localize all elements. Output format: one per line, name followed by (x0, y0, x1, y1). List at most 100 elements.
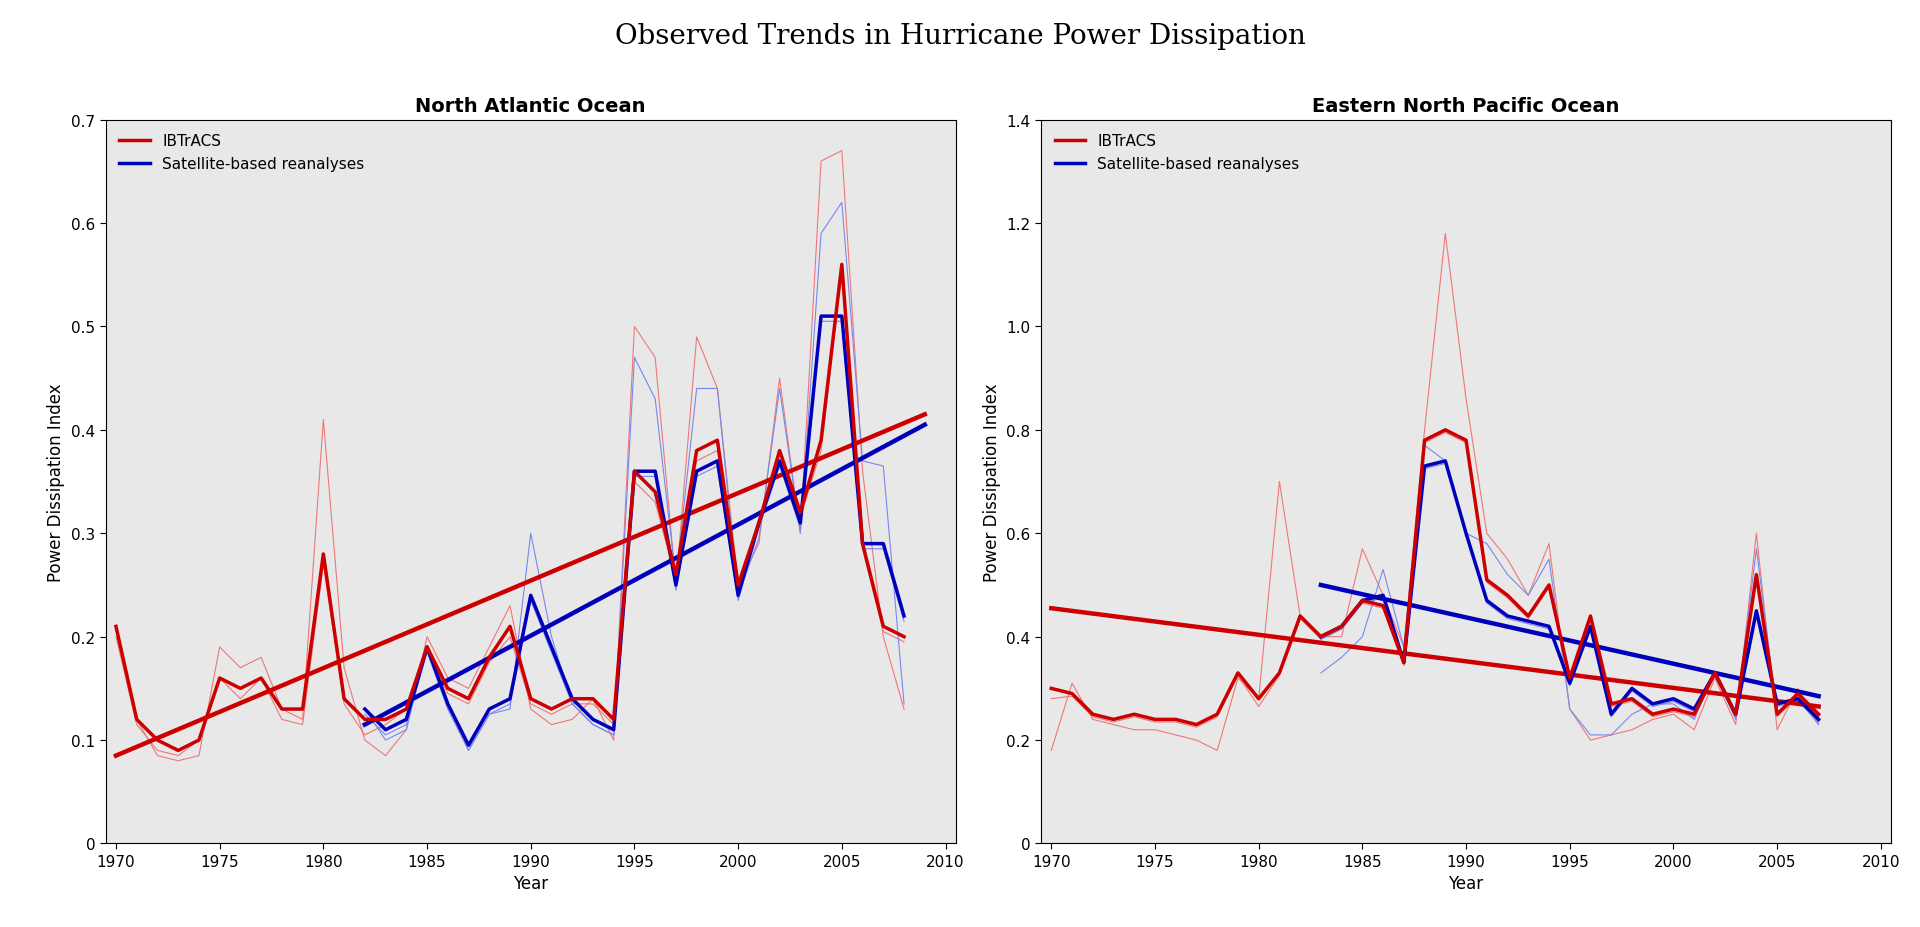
IBTrACS (1703, 667, 1726, 679)
IBTrACS (1371, 601, 1394, 612)
IBTrACS (685, 446, 708, 457)
Satellite-based reanalyses (1682, 704, 1705, 715)
Satellite-based reanalyses (1620, 683, 1644, 694)
IBTrACS (622, 466, 645, 477)
Satellite-based reanalyses (1309, 631, 1332, 642)
IBTrACS (1352, 595, 1375, 606)
Satellite-based reanalyses (1745, 605, 1768, 616)
Line: Satellite-based reanalyses: Satellite-based reanalyses (1321, 462, 1818, 719)
IBTrACS (1309, 631, 1332, 642)
Satellite-based reanalyses (1642, 699, 1665, 710)
IBTrACS (789, 507, 812, 518)
IBTrACS (747, 518, 770, 529)
Satellite-based reanalyses (1578, 621, 1601, 632)
Line: Satellite-based reanalyses: Satellite-based reanalyses (365, 317, 904, 745)
X-axis label: Year: Year (1448, 874, 1484, 893)
Satellite-based reanalyses (396, 714, 419, 725)
IBTrACS (1185, 719, 1208, 730)
Satellite-based reanalyses (1663, 693, 1686, 705)
IBTrACS (1164, 714, 1187, 725)
Y-axis label: Power Dissipation Index: Power Dissipation Index (983, 383, 1000, 581)
IBTrACS (1807, 709, 1830, 720)
Satellite-based reanalyses (829, 311, 852, 323)
Satellite-based reanalyses (1413, 461, 1436, 472)
Satellite-based reanalyses (353, 704, 376, 715)
IBTrACS (1413, 435, 1436, 446)
Satellite-based reanalyses (664, 579, 687, 590)
IBTrACS (1538, 579, 1561, 590)
Satellite-based reanalyses (893, 611, 916, 622)
Text: Observed Trends in Hurricane Power Dissipation: Observed Trends in Hurricane Power Dissi… (614, 23, 1306, 50)
IBTrACS (1724, 709, 1747, 720)
IBTrACS (810, 435, 833, 446)
IBTrACS (188, 735, 211, 746)
IBTrACS (1060, 688, 1083, 699)
Satellite-based reanalyses (643, 466, 666, 477)
Satellite-based reanalyses (1392, 657, 1415, 668)
Satellite-based reanalyses (872, 539, 895, 550)
IBTrACS (1248, 693, 1271, 705)
IBTrACS (1081, 709, 1104, 720)
X-axis label: Year: Year (513, 874, 549, 893)
Title: North Atlantic Ocean: North Atlantic Ocean (415, 97, 645, 116)
IBTrACS (872, 621, 895, 632)
Satellite-based reanalyses (768, 456, 791, 467)
IBTrACS (1599, 699, 1622, 710)
IBTrACS (167, 745, 190, 756)
IBTrACS (1578, 611, 1601, 622)
Y-axis label: Power Dissipation Index: Power Dissipation Index (48, 383, 65, 581)
Title: Eastern North Pacific Ocean: Eastern North Pacific Ocean (1313, 97, 1620, 116)
Satellite-based reanalyses (478, 704, 501, 715)
IBTrACS (1206, 709, 1229, 720)
IBTrACS (1288, 611, 1311, 622)
IBTrACS (353, 714, 376, 725)
Satellite-based reanalyses (1724, 709, 1747, 720)
IBTrACS (603, 714, 626, 725)
IBTrACS (1559, 673, 1582, 684)
IBTrACS (478, 652, 501, 663)
Satellite-based reanalyses (851, 539, 874, 550)
IBTrACS (415, 641, 438, 653)
IBTrACS (104, 621, 127, 632)
IBTrACS (146, 735, 169, 746)
Satellite-based reanalyses (1475, 595, 1498, 606)
IBTrACS (518, 693, 541, 705)
IBTrACS (1475, 575, 1498, 586)
IBTrACS (1267, 667, 1290, 679)
Satellite-based reanalyses (1538, 621, 1561, 632)
IBTrACS (228, 683, 252, 694)
Satellite-based reanalyses (1766, 699, 1789, 710)
IBTrACS (1227, 667, 1250, 679)
IBTrACS (436, 683, 459, 694)
Satellite-based reanalyses (518, 590, 541, 602)
Satellite-based reanalyses (1434, 456, 1457, 467)
Satellite-based reanalyses (1455, 528, 1478, 540)
Satellite-based reanalyses (561, 693, 584, 705)
IBTrACS (1786, 688, 1809, 699)
IBTrACS (726, 579, 749, 590)
IBTrACS (707, 435, 730, 446)
IBTrACS (1682, 709, 1705, 720)
IBTrACS (374, 714, 397, 725)
Satellite-based reanalyses (415, 641, 438, 653)
IBTrACS (893, 631, 916, 642)
IBTrACS (332, 693, 355, 705)
IBTrACS (540, 704, 563, 715)
Satellite-based reanalyses (374, 724, 397, 735)
Satellite-based reanalyses (810, 311, 833, 323)
Satellite-based reanalyses (1786, 693, 1809, 705)
Satellite-based reanalyses (582, 714, 605, 725)
Satellite-based reanalyses (707, 456, 730, 467)
Satellite-based reanalyses (1517, 616, 1540, 627)
Line: IBTrACS: IBTrACS (1052, 430, 1818, 725)
Satellite-based reanalyses (1807, 714, 1830, 725)
IBTrACS (1102, 714, 1125, 725)
IBTrACS (1331, 621, 1354, 632)
IBTrACS (1434, 425, 1457, 436)
Satellite-based reanalyses (622, 466, 645, 477)
Satellite-based reanalyses (1496, 611, 1519, 622)
IBTrACS (582, 693, 605, 705)
IBTrACS (1123, 709, 1146, 720)
IBTrACS (768, 446, 791, 457)
IBTrACS (457, 693, 480, 705)
